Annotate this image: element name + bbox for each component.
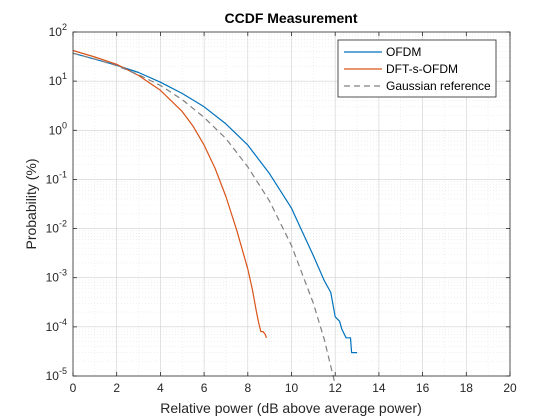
y-tick-label-base: 10 <box>46 172 60 186</box>
chart-title: CCDF Measurement <box>224 10 357 26</box>
y-tick-label-exponent: 0 <box>62 120 67 130</box>
series-layer <box>72 49 358 385</box>
legend-label-ofdm: OFDM <box>386 45 421 59</box>
x-tick-label: 2 <box>113 381 120 395</box>
x-tick-label: 16 <box>416 381 430 395</box>
x-tick-label: 6 <box>201 381 208 395</box>
y-tick-label-base: 10 <box>46 369 60 383</box>
y-tick-label: 10-3 <box>46 268 67 285</box>
legend: OFDM DFT-s-OFDM Gaussian reference <box>337 39 497 98</box>
legend-label-dft-s-ofdm: DFT-s-OFDM <box>386 62 458 76</box>
y-tick-label-exponent: -2 <box>59 219 67 229</box>
y-tick-label-exponent: -5 <box>59 366 67 376</box>
y-tick-label-base: 10 <box>49 74 63 88</box>
x-tick-label: 8 <box>244 381 251 395</box>
y-tick-label-exponent: -1 <box>59 169 67 179</box>
y-tick-label: 101 <box>49 71 67 88</box>
x-tick-label: 14 <box>372 381 386 395</box>
y-tick-label-exponent: -3 <box>59 268 67 278</box>
x-axis-label: Relative power (dB above average power) <box>160 400 421 416</box>
x-tick-labels: 0 2 4 6 8 10 12 14 16 18 20 <box>70 381 517 395</box>
x-tick-label: 4 <box>157 381 164 395</box>
y-tick-label: 100 <box>49 120 67 137</box>
x-tick-label: 20 <box>503 381 517 395</box>
x-tick-label: 12 <box>329 381 343 395</box>
y-tick-label: 10-1 <box>46 169 67 186</box>
y-tick-label-base: 10 <box>46 320 60 334</box>
y-tick-label: 10-5 <box>46 366 67 383</box>
y-tick-label-exponent: 1 <box>62 71 67 81</box>
y-tick-label-base: 10 <box>49 123 63 137</box>
series-line-dft-s-ofdm <box>72 49 267 338</box>
x-tick-label: 0 <box>70 381 77 395</box>
series-line-ofdm <box>72 52 358 354</box>
y-tick-label-exponent: 2 <box>62 22 67 32</box>
y-tick-label-base: 10 <box>46 222 60 236</box>
series-line-gaussian-reference <box>72 52 336 385</box>
x-tick-label: 18 <box>460 381 474 395</box>
y-tick-label-exponent: -4 <box>59 317 67 327</box>
y-axis-label: Probability (%) <box>23 158 39 249</box>
legend-label-gaussian-reference: Gaussian reference <box>386 79 491 93</box>
minor-grid <box>73 32 510 376</box>
y-tick-label-base: 10 <box>46 271 60 285</box>
y-tick-label-base: 10 <box>49 25 63 39</box>
y-tick-label: 102 <box>49 22 67 39</box>
y-tick-label: 10-2 <box>46 219 67 236</box>
x-tick-label: 10 <box>285 381 299 395</box>
ticks-layer <box>72 31 511 377</box>
y-tick-label: 10-4 <box>46 317 67 334</box>
legend-box <box>337 39 497 98</box>
